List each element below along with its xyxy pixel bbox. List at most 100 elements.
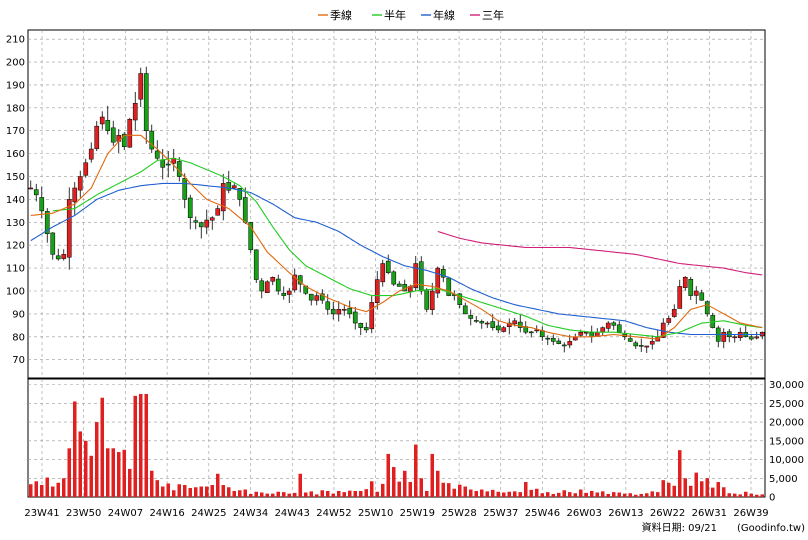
candle-body xyxy=(446,277,452,296)
volume-bar xyxy=(56,482,61,497)
candle-body xyxy=(644,345,650,348)
candle-body xyxy=(633,342,639,347)
volume-bar xyxy=(633,494,638,497)
ma-half-year-line xyxy=(52,157,763,338)
candle-body xyxy=(193,220,199,223)
candle-body xyxy=(198,222,204,228)
volume-bar xyxy=(215,473,220,497)
volume-bar xyxy=(72,401,77,497)
candle-body xyxy=(418,261,424,292)
candle-body xyxy=(270,277,276,282)
volume-bar xyxy=(699,481,704,497)
candle-body xyxy=(88,148,94,160)
candle-body xyxy=(220,183,226,212)
candle-body xyxy=(99,116,105,125)
volume-bar xyxy=(127,468,132,497)
volume-tick-label: 5,000 xyxy=(769,474,798,485)
volume-bar xyxy=(413,444,418,497)
volume-bar xyxy=(650,491,655,497)
volume-bar xyxy=(688,485,693,497)
volume-tick-label: 0 xyxy=(769,493,775,504)
x-tick-label: 23W50 xyxy=(66,508,101,519)
volume-bar xyxy=(441,482,446,497)
candle-body xyxy=(490,321,496,328)
candle-body xyxy=(754,336,760,339)
candle-body xyxy=(578,331,584,336)
volume-bar xyxy=(34,481,39,497)
candle-body xyxy=(358,323,364,328)
volume-bar xyxy=(292,492,297,497)
candle-body xyxy=(314,295,320,301)
candle-body xyxy=(253,249,259,280)
volume-bar xyxy=(474,491,479,497)
x-tick-label: 26W22 xyxy=(650,508,685,519)
volume-bar xyxy=(463,486,468,497)
candle-body xyxy=(127,119,133,148)
candle-body xyxy=(363,327,369,331)
price-tick-label: 140 xyxy=(6,195,25,206)
volume-bar xyxy=(303,492,308,497)
volume-bar xyxy=(490,489,495,497)
volume-bar xyxy=(716,482,721,497)
candle-body xyxy=(649,341,655,345)
volume-bar xyxy=(270,493,275,497)
candle-body xyxy=(699,292,705,301)
volume-bar xyxy=(386,453,391,497)
candle-body xyxy=(226,182,232,191)
volume-bar xyxy=(611,492,616,497)
candle-body xyxy=(187,197,193,218)
candle-body xyxy=(121,133,127,148)
candle-body xyxy=(479,321,485,324)
candle-body xyxy=(83,162,89,176)
candle-body xyxy=(462,305,468,315)
volume-bar xyxy=(446,483,451,497)
candle-body xyxy=(429,290,435,310)
candle-body xyxy=(440,269,446,278)
price-tick-label: 200 xyxy=(6,58,25,69)
volume-tick-label: 25,000 xyxy=(769,399,804,410)
volume-bar xyxy=(265,493,270,497)
volume-bar xyxy=(402,470,407,497)
candle-body xyxy=(424,289,430,310)
volume-bar xyxy=(160,486,165,497)
candle-body xyxy=(528,331,534,334)
volume-bar xyxy=(193,487,198,497)
candle-body xyxy=(484,322,490,325)
price-tick-label: 90 xyxy=(12,309,25,320)
candle-body xyxy=(693,290,699,296)
volume-bar xyxy=(204,486,209,497)
volume-bar xyxy=(320,490,325,497)
candle-body xyxy=(627,338,633,342)
volume-bar xyxy=(710,487,715,497)
price-tick-label: 110 xyxy=(6,264,25,275)
volume-bar xyxy=(287,493,292,497)
volume-bar xyxy=(628,493,633,497)
candle-body xyxy=(110,127,116,143)
volume-bar xyxy=(732,493,737,497)
candle-body xyxy=(33,189,39,196)
candle-body xyxy=(567,341,573,346)
legend-label: 三年 xyxy=(482,8,504,22)
volume-bar xyxy=(226,487,231,497)
volume-bar xyxy=(556,492,561,497)
candle-body xyxy=(380,263,386,283)
candle-body xyxy=(143,73,149,131)
volume-bar xyxy=(133,395,138,497)
volume-bar xyxy=(595,492,600,497)
volume-bar xyxy=(94,422,99,497)
candle-body xyxy=(72,187,78,203)
x-tick-label: 26W03 xyxy=(567,508,602,519)
volume-bar xyxy=(600,491,605,497)
volume-bar xyxy=(760,494,765,497)
volume-bar xyxy=(501,492,506,497)
candle-body xyxy=(501,327,507,332)
candle-body xyxy=(215,208,221,216)
volume-bar xyxy=(534,488,539,497)
candle-body xyxy=(308,293,314,301)
candle-body xyxy=(248,222,254,251)
candle-body xyxy=(347,307,353,315)
volume-tick-label: 20,000 xyxy=(769,418,804,429)
price-tick-label: 70 xyxy=(12,355,25,366)
candle-body xyxy=(556,340,562,344)
